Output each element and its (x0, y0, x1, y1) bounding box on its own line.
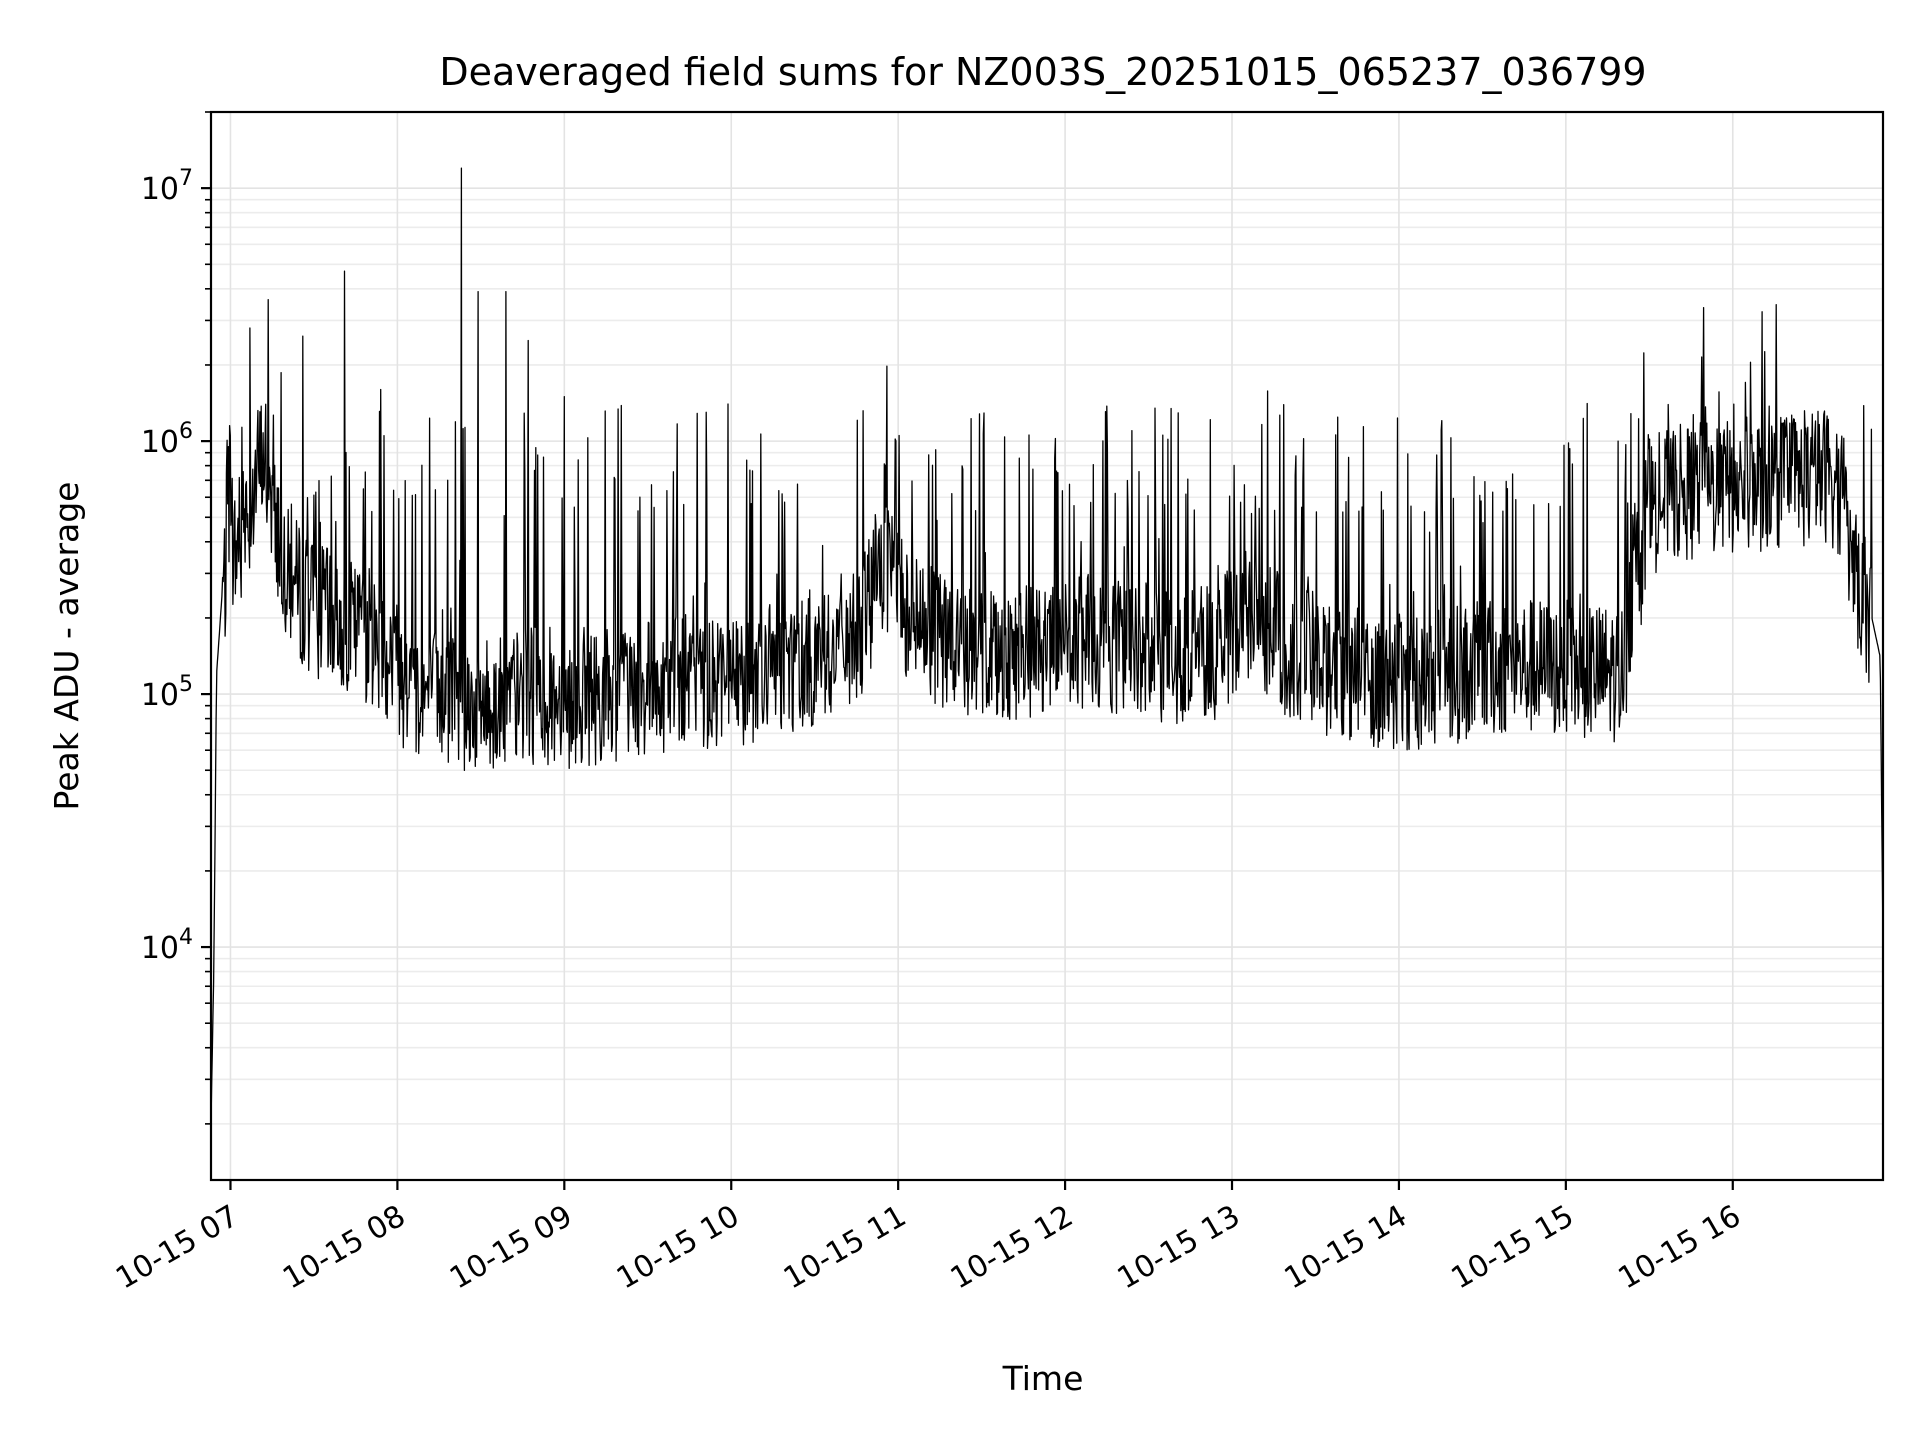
x-tick-label: 10-15 14 (1279, 1199, 1413, 1297)
y-axis-label: Peak ADU - average (47, 482, 86, 811)
x-tick-label: 10-15 15 (1446, 1199, 1580, 1297)
series-line (210, 167, 1884, 1124)
x-tick-label: 10-15 11 (778, 1199, 912, 1297)
x-tick-label: 10-15 12 (945, 1199, 1079, 1297)
x-tick-label: 10-15 16 (1612, 1199, 1746, 1297)
plot-series (210, 167, 1884, 1124)
y-axis: 104 105 106 107 (141, 111, 211, 1125)
y-tick-label: 106 (141, 419, 193, 460)
x-tick-label: 10-15 09 (444, 1199, 578, 1297)
plot-frame (209, 110, 1885, 1182)
x-axis-label: Time (1002, 1359, 1084, 1398)
y-tick-label: 104 (141, 925, 193, 966)
x-tick-label: 10-15 07 (110, 1199, 244, 1297)
x-tick-label: 10-15 10 (611, 1199, 745, 1297)
x-axis: 10-15 07 10-15 08 10-15 09 10-15 10 10-15 11… (110, 1180, 1747, 1296)
x-tick-label: 10-15 08 (277, 1199, 411, 1297)
chart-title: Deaveraged field sums for NZ003S_2025101… (439, 50, 1646, 94)
y-tick-label: 107 (141, 166, 193, 207)
x-tick-label: 10-15 13 (1112, 1199, 1246, 1297)
grid (211, 111, 1883, 1180)
y-tick-label: 105 (141, 672, 193, 713)
